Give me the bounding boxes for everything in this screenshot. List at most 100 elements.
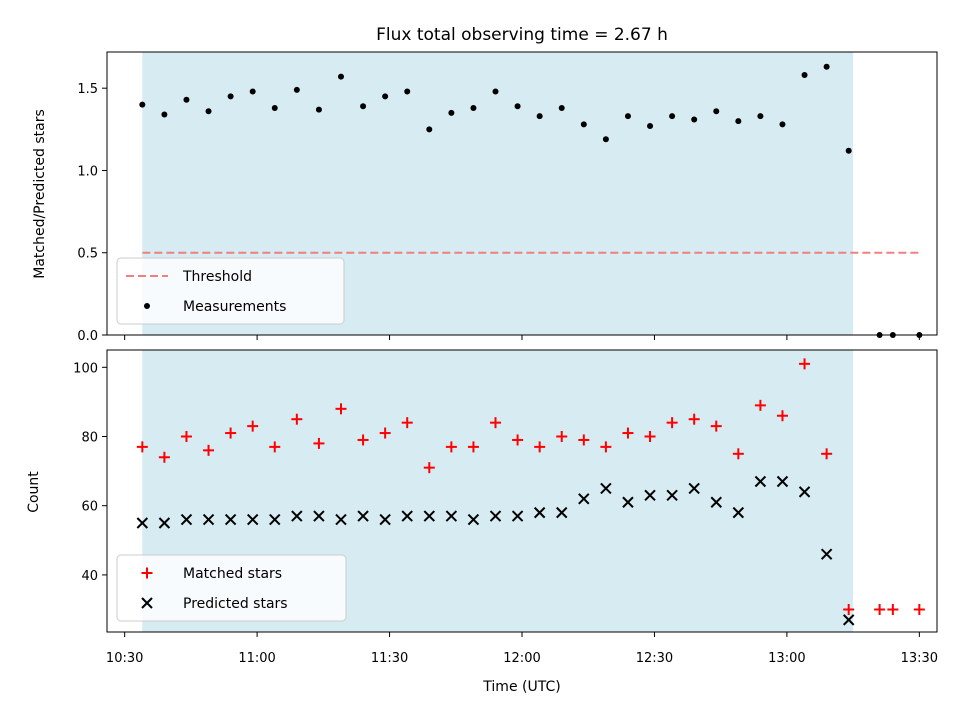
data-point bbox=[490, 417, 502, 429]
y-tick-label: 40 bbox=[81, 569, 98, 584]
data-point bbox=[776, 475, 789, 488]
data-point bbox=[713, 108, 720, 115]
data-point bbox=[823, 63, 830, 70]
data-point bbox=[271, 104, 278, 111]
data-point bbox=[136, 441, 148, 453]
data-point bbox=[534, 441, 546, 453]
data-point bbox=[448, 109, 455, 116]
data-point bbox=[691, 116, 698, 123]
data-point bbox=[556, 431, 568, 443]
y-tick-label: 80 bbox=[81, 431, 98, 446]
data-point bbox=[225, 427, 237, 439]
x-tick-label: 13:00 bbox=[768, 651, 805, 666]
data-point bbox=[139, 101, 146, 108]
data-point bbox=[624, 113, 631, 120]
legend-label: Matched stars bbox=[183, 566, 282, 582]
data-point bbox=[799, 358, 811, 370]
data-point bbox=[423, 510, 435, 522]
chart-title: Flux total observing time = 2.67 h bbox=[376, 25, 668, 45]
data-point bbox=[337, 73, 344, 80]
data-point bbox=[558, 104, 565, 111]
data-point bbox=[158, 517, 171, 529]
data-point bbox=[622, 496, 634, 508]
data-point bbox=[404, 88, 411, 95]
data-point bbox=[622, 427, 634, 439]
y-tick-label: 100 bbox=[73, 361, 98, 376]
data-point bbox=[467, 513, 480, 526]
data-point bbox=[382, 93, 389, 100]
data-point bbox=[669, 113, 676, 120]
y-tick-label: 1.5 bbox=[77, 82, 98, 97]
data-point bbox=[470, 104, 477, 111]
y-tick-label: 0.5 bbox=[77, 247, 98, 262]
data-point bbox=[801, 72, 808, 79]
data-point bbox=[401, 417, 413, 429]
data-point bbox=[776, 410, 788, 422]
data-point bbox=[580, 121, 587, 128]
legend-marker bbox=[144, 303, 150, 309]
bottom-axes: 40 60 80 100 10:30 11:00 11:30 12:00 12:30 13:00 1… bbox=[73, 349, 938, 666]
data-point bbox=[180, 431, 192, 443]
data-point bbox=[843, 604, 855, 616]
x-tick-label: 12:00 bbox=[503, 651, 540, 666]
y-tick-label: 0.0 bbox=[77, 329, 98, 344]
data-point bbox=[313, 437, 325, 449]
data-point bbox=[445, 441, 457, 453]
legend-box bbox=[116, 257, 345, 325]
data-point bbox=[757, 113, 764, 120]
data-point bbox=[845, 147, 852, 154]
legend-marker bbox=[141, 597, 153, 609]
data-point bbox=[754, 475, 767, 488]
data-point bbox=[335, 403, 347, 415]
data-point bbox=[291, 510, 303, 522]
legend-marker bbox=[141, 567, 153, 579]
data-point bbox=[754, 399, 766, 411]
top-axes: 0.0 0.5 1.0 1.5 Threshold Measurements bbox=[77, 51, 938, 344]
y-axis-label-top: Matched/Predicted stars bbox=[32, 109, 48, 279]
data-point bbox=[357, 510, 369, 522]
data-point bbox=[423, 462, 435, 474]
data-point bbox=[688, 482, 700, 495]
data-point bbox=[735, 118, 742, 125]
data-point bbox=[379, 427, 391, 439]
legend-box bbox=[116, 554, 347, 622]
data-point bbox=[293, 86, 300, 93]
data-point bbox=[913, 604, 925, 616]
data-point bbox=[600, 441, 612, 453]
x-tick-label: 11:30 bbox=[371, 651, 408, 666]
data-point bbox=[710, 420, 722, 432]
x-axis-label: Time (UTC) bbox=[482, 679, 560, 695]
data-point bbox=[578, 434, 590, 446]
data-point bbox=[644, 431, 656, 443]
data-point bbox=[533, 506, 546, 519]
data-point bbox=[335, 513, 347, 526]
series-predicted-stars bbox=[136, 475, 855, 626]
data-point bbox=[647, 123, 654, 130]
data-point bbox=[602, 136, 609, 143]
data-point bbox=[578, 493, 590, 505]
y-tick-label: 1.0 bbox=[77, 164, 98, 179]
legend: Threshold Measurements bbox=[116, 257, 345, 325]
data-point bbox=[732, 448, 744, 460]
data-point bbox=[445, 510, 458, 522]
data-point bbox=[842, 614, 855, 626]
data-point bbox=[489, 510, 502, 522]
data-point bbox=[492, 88, 499, 95]
data-point bbox=[514, 103, 521, 110]
data-point bbox=[269, 513, 281, 526]
y-tick-label: 60 bbox=[81, 500, 98, 515]
data-point bbox=[224, 513, 237, 526]
data-point bbox=[247, 420, 259, 432]
data-point bbox=[401, 510, 413, 522]
data-point bbox=[180, 513, 193, 526]
data-point bbox=[820, 548, 833, 560]
data-point bbox=[512, 434, 524, 446]
data-point bbox=[246, 513, 259, 526]
data-point bbox=[313, 510, 325, 522]
data-point bbox=[821, 448, 833, 460]
data-point bbox=[161, 111, 168, 118]
data-point bbox=[511, 510, 524, 522]
x-tick-label: 10:30 bbox=[106, 651, 143, 666]
data-point bbox=[227, 93, 234, 100]
data-point bbox=[158, 451, 170, 463]
